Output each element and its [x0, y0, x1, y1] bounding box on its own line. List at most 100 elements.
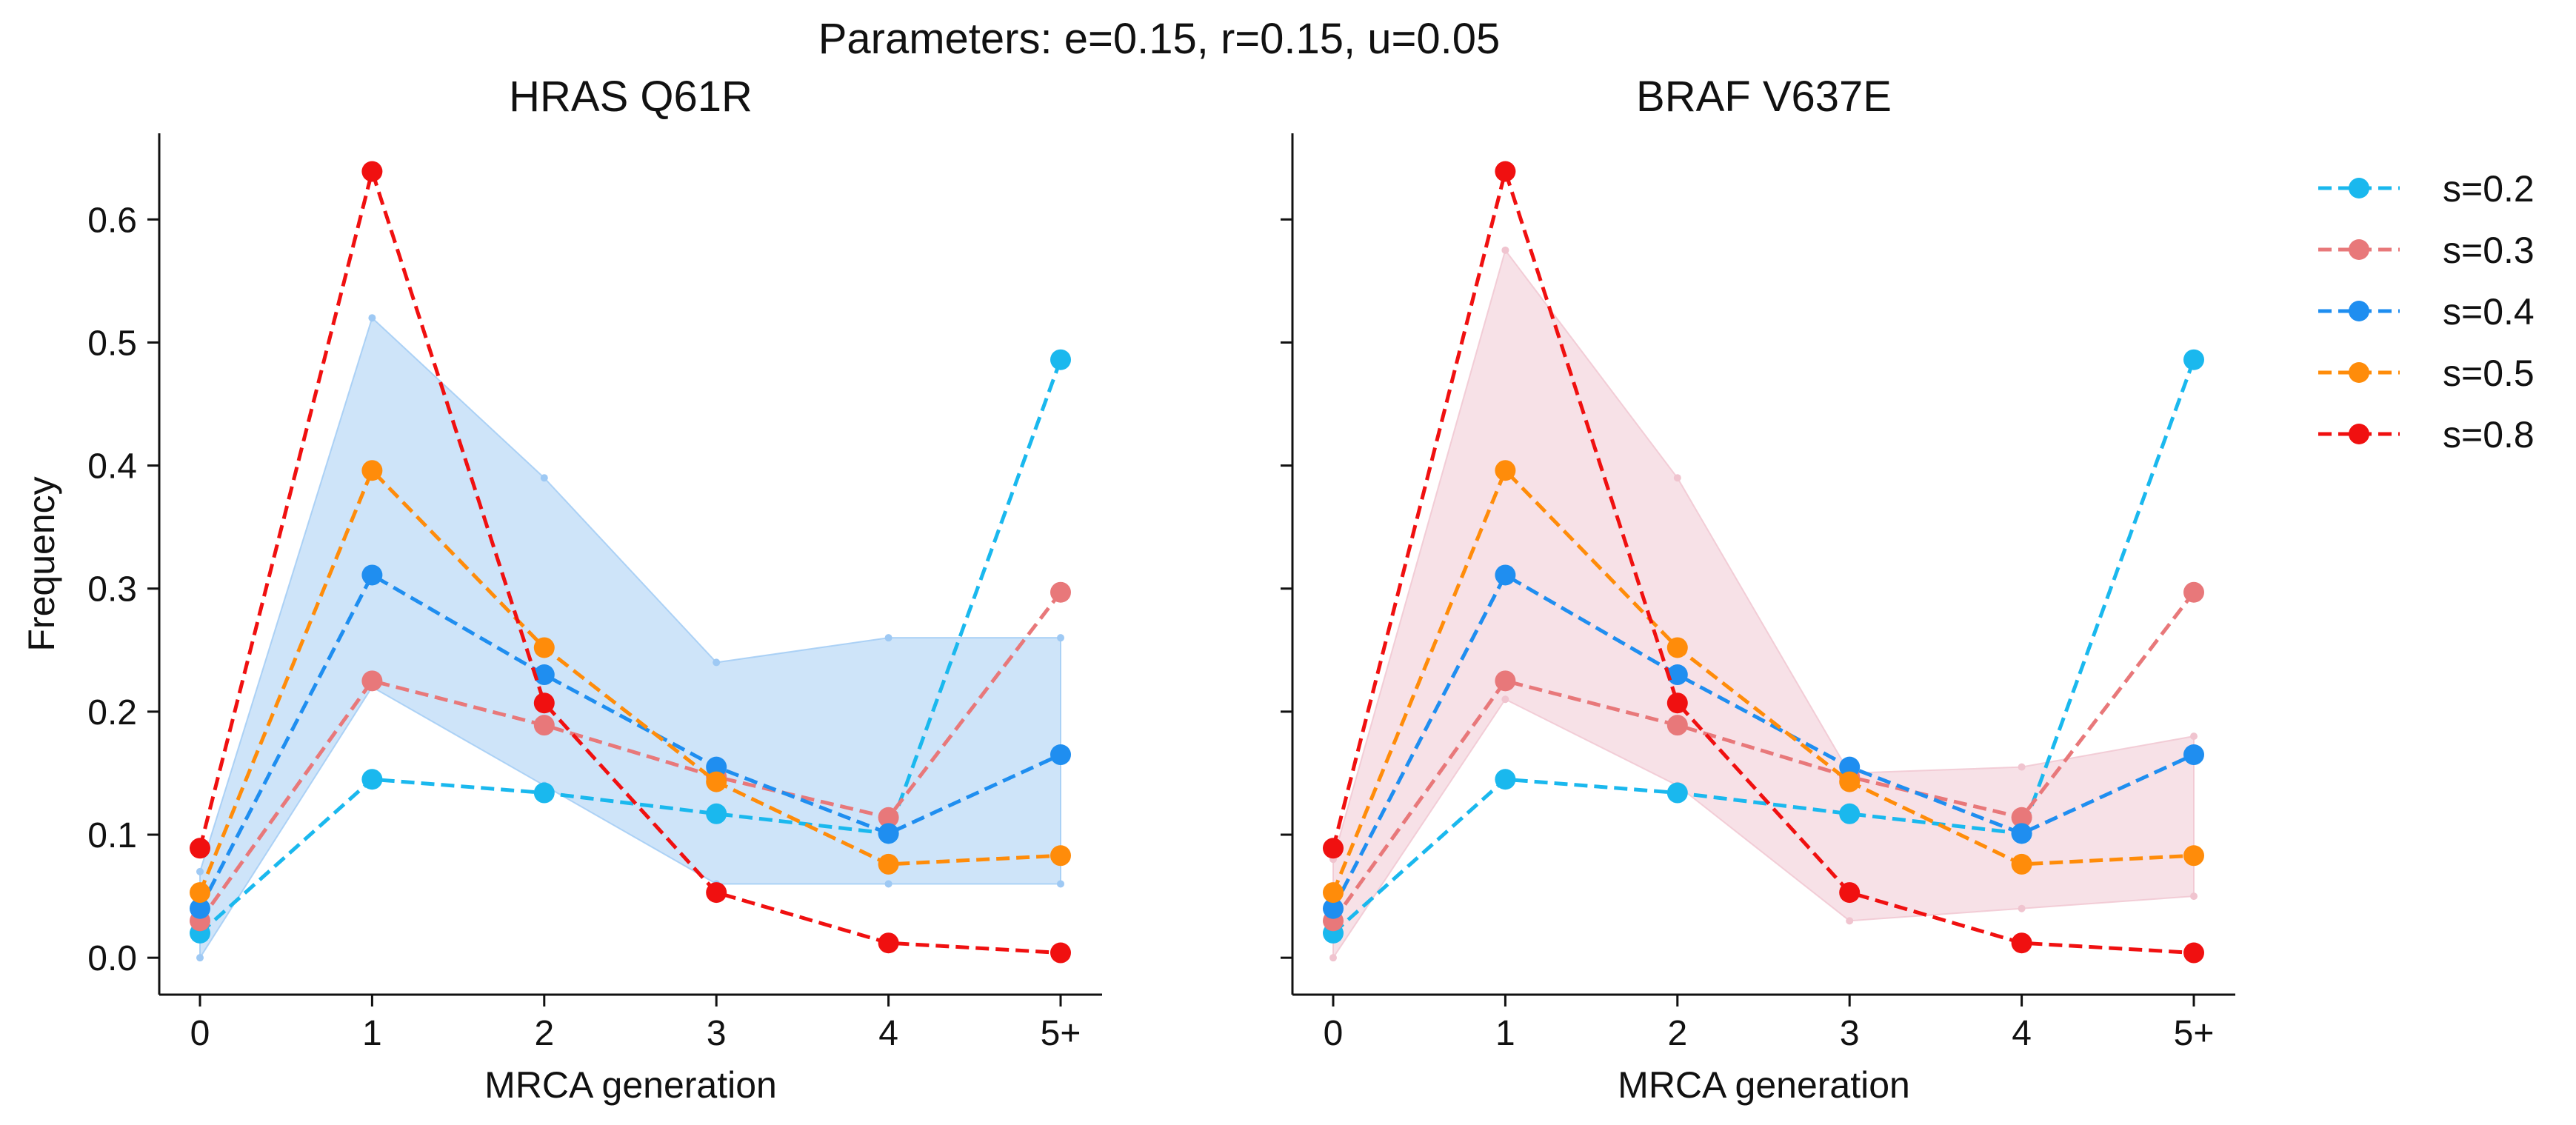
series-s=0.5 — [1323, 460, 2204, 904]
band-upper-marker — [2190, 732, 2198, 741]
chart-panels: 0.0 0.1 0.2 0.3 0.4 0.5 0.6 0 1 2 3 4 5+ HRAS Q61R MRC… — [21, 73, 2235, 1106]
series-line — [198, 591, 1062, 922]
panel-title: HRAS Q61R — [509, 73, 753, 121]
legend-marker — [2349, 301, 2369, 321]
band-upper-marker — [1673, 474, 1681, 482]
legend-marker — [2349, 362, 2369, 383]
data-point — [1050, 349, 1071, 370]
data-point — [533, 782, 555, 804]
legend-label: s=0.4 — [2443, 291, 2535, 333]
band-lower-marker — [196, 954, 204, 962]
y-tick-label: 0.1 — [87, 816, 137, 855]
band-area — [1332, 248, 2195, 961]
band-upper-marker — [196, 867, 204, 875]
data-point — [533, 715, 555, 736]
data-point — [1495, 161, 1516, 182]
data-point — [1495, 769, 1516, 790]
y-tick-label: 0.3 — [87, 570, 137, 610]
legend-entry: s=0.4 — [2318, 291, 2535, 333]
band-lower-marker — [1329, 954, 1337, 962]
data-point — [1839, 803, 1861, 824]
band-lower-marker — [1501, 695, 1509, 704]
band-upper-marker — [1057, 634, 1064, 642]
data-point — [1839, 771, 1861, 792]
data-point — [361, 564, 383, 586]
x-tick-label: 0 — [190, 1014, 210, 1053]
suptitle: Parameters: e=0.15, r=0.15, u=0.05 — [818, 15, 1501, 63]
data-point — [1050, 744, 1071, 766]
series-s=0.4 — [190, 564, 1071, 919]
data-point — [1666, 715, 1688, 736]
data-point — [1839, 882, 1861, 904]
band-upper-marker — [368, 314, 376, 322]
data-point — [1666, 664, 1688, 686]
data-point — [2183, 744, 2204, 766]
series-line — [1332, 358, 2196, 935]
data-point — [361, 670, 383, 692]
series-line — [198, 572, 1062, 909]
legend-marker — [2349, 239, 2369, 260]
band-upper-marker — [1501, 246, 1509, 254]
legend: s=0.2 s=0.3 s=0.4 s=0.5 s=0.8 — [2318, 168, 2535, 455]
band-lower-marker — [2018, 904, 2026, 912]
data-point — [1323, 898, 1344, 919]
data-point — [2183, 349, 2204, 370]
data-point — [1050, 581, 1071, 603]
data-point — [706, 756, 727, 778]
chart-panel-1: 0.0 0.1 0.2 0.3 0.4 0.5 0.6 0 1 2 3 4 5+ HRAS Q61R MRC… — [21, 73, 1102, 1106]
x-tick-label: 4 — [2012, 1014, 2032, 1053]
data-point — [1666, 782, 1688, 804]
legend-label: s=0.2 — [2443, 168, 2535, 210]
data-point — [878, 807, 899, 828]
series-s=0.5 — [190, 460, 1071, 904]
x-axis-label: MRCA generation — [484, 1064, 777, 1106]
data-point — [2011, 807, 2032, 828]
band-area — [199, 316, 1061, 961]
series-s=0.8 — [190, 161, 1071, 964]
series-line — [1331, 591, 2195, 922]
band-lower-marker — [1057, 880, 1064, 888]
x-tick-label: 1 — [1495, 1014, 1515, 1053]
data-point — [706, 803, 727, 824]
data-point — [706, 882, 727, 904]
data-point — [1323, 838, 1344, 859]
legend-label: s=0.8 — [2443, 414, 2535, 455]
data-point — [533, 637, 555, 658]
band-lower-marker — [1846, 917, 1854, 925]
band-upper-marker — [884, 634, 892, 642]
band-lower-marker — [884, 880, 892, 888]
data-point — [706, 771, 727, 792]
data-point — [361, 161, 383, 182]
data-point — [1495, 460, 1516, 481]
band-lower-marker — [2190, 892, 2198, 901]
legend-label: s=0.3 — [2443, 230, 2535, 271]
data-point — [878, 853, 899, 875]
legend-entry: s=0.2 — [2318, 168, 2535, 210]
y-axis-label: Frequency — [21, 476, 62, 651]
legend-entry: s=0.5 — [2318, 353, 2535, 394]
chart-panel-2: 0 1 2 3 4 5+ BRAF V637E MRCA generation — [1281, 73, 2235, 1106]
series-line — [1331, 467, 2195, 894]
series-line — [198, 467, 1061, 894]
series-s=0.4 — [1323, 564, 2204, 919]
data-point — [1050, 942, 1071, 964]
data-point — [878, 932, 899, 954]
data-point — [361, 769, 383, 790]
data-point — [2011, 853, 2032, 875]
legend-entry: s=0.8 — [2318, 414, 2535, 455]
legend-marker — [2349, 178, 2369, 198]
x-tick-label: 5+ — [2174, 1014, 2215, 1053]
series-line — [1331, 164, 2195, 955]
x-axis-label: MRCA generation — [1618, 1064, 1910, 1106]
band-upper-marker — [540, 474, 548, 482]
data-point — [2183, 942, 2204, 964]
data-point — [190, 882, 210, 904]
legend-label: s=0.5 — [2443, 353, 2535, 394]
x-tick-label: 4 — [878, 1014, 898, 1053]
x-tick-label: 5+ — [1041, 1014, 1081, 1053]
y-tick-label: 0.0 — [87, 939, 137, 978]
data-point — [361, 460, 383, 481]
x-tick-label: 2 — [534, 1014, 554, 1053]
data-point — [533, 692, 555, 714]
data-point — [2011, 823, 2032, 844]
